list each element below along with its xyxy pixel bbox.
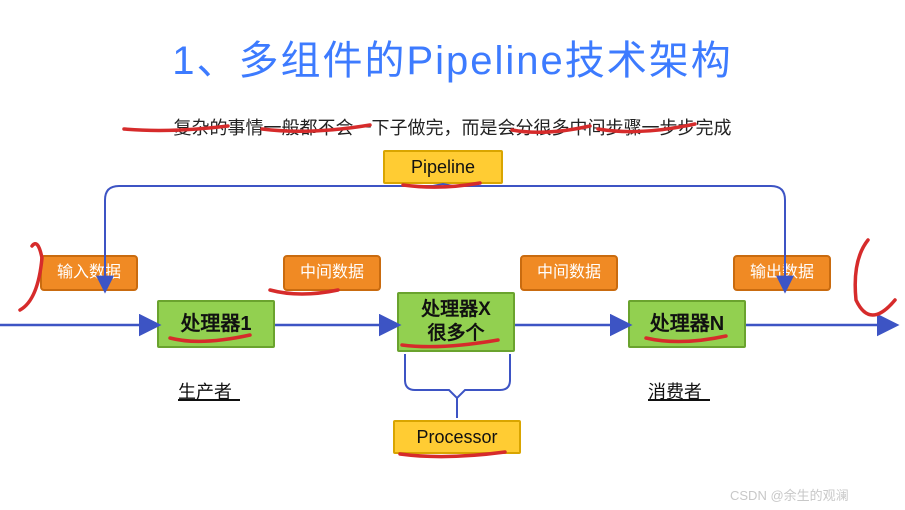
- box-in: 输入数据: [40, 255, 138, 291]
- box-pipeline: Pipeline: [383, 150, 503, 184]
- subtitle: 复杂的事情一般都不会一下子做完，而是会分很多中间步骤一步步完成: [0, 114, 905, 140]
- box-mid1: 中间数据: [283, 255, 381, 291]
- label-producer: 生产者: [178, 378, 232, 404]
- box-out: 输出数据: [733, 255, 831, 291]
- watermark: CSDN @余生的观澜: [730, 485, 849, 504]
- label-consumer: 消费者: [648, 378, 702, 404]
- box-pn: 处理器N: [628, 300, 746, 348]
- box-mid2: 中间数据: [520, 255, 618, 291]
- box-p1: 处理器1: [157, 300, 275, 348]
- page-title: 1、多组件的Pipeline技术架构: [0, 0, 905, 86]
- box-px: 处理器X 很多个: [397, 292, 515, 352]
- box-processor: Processor: [393, 420, 521, 454]
